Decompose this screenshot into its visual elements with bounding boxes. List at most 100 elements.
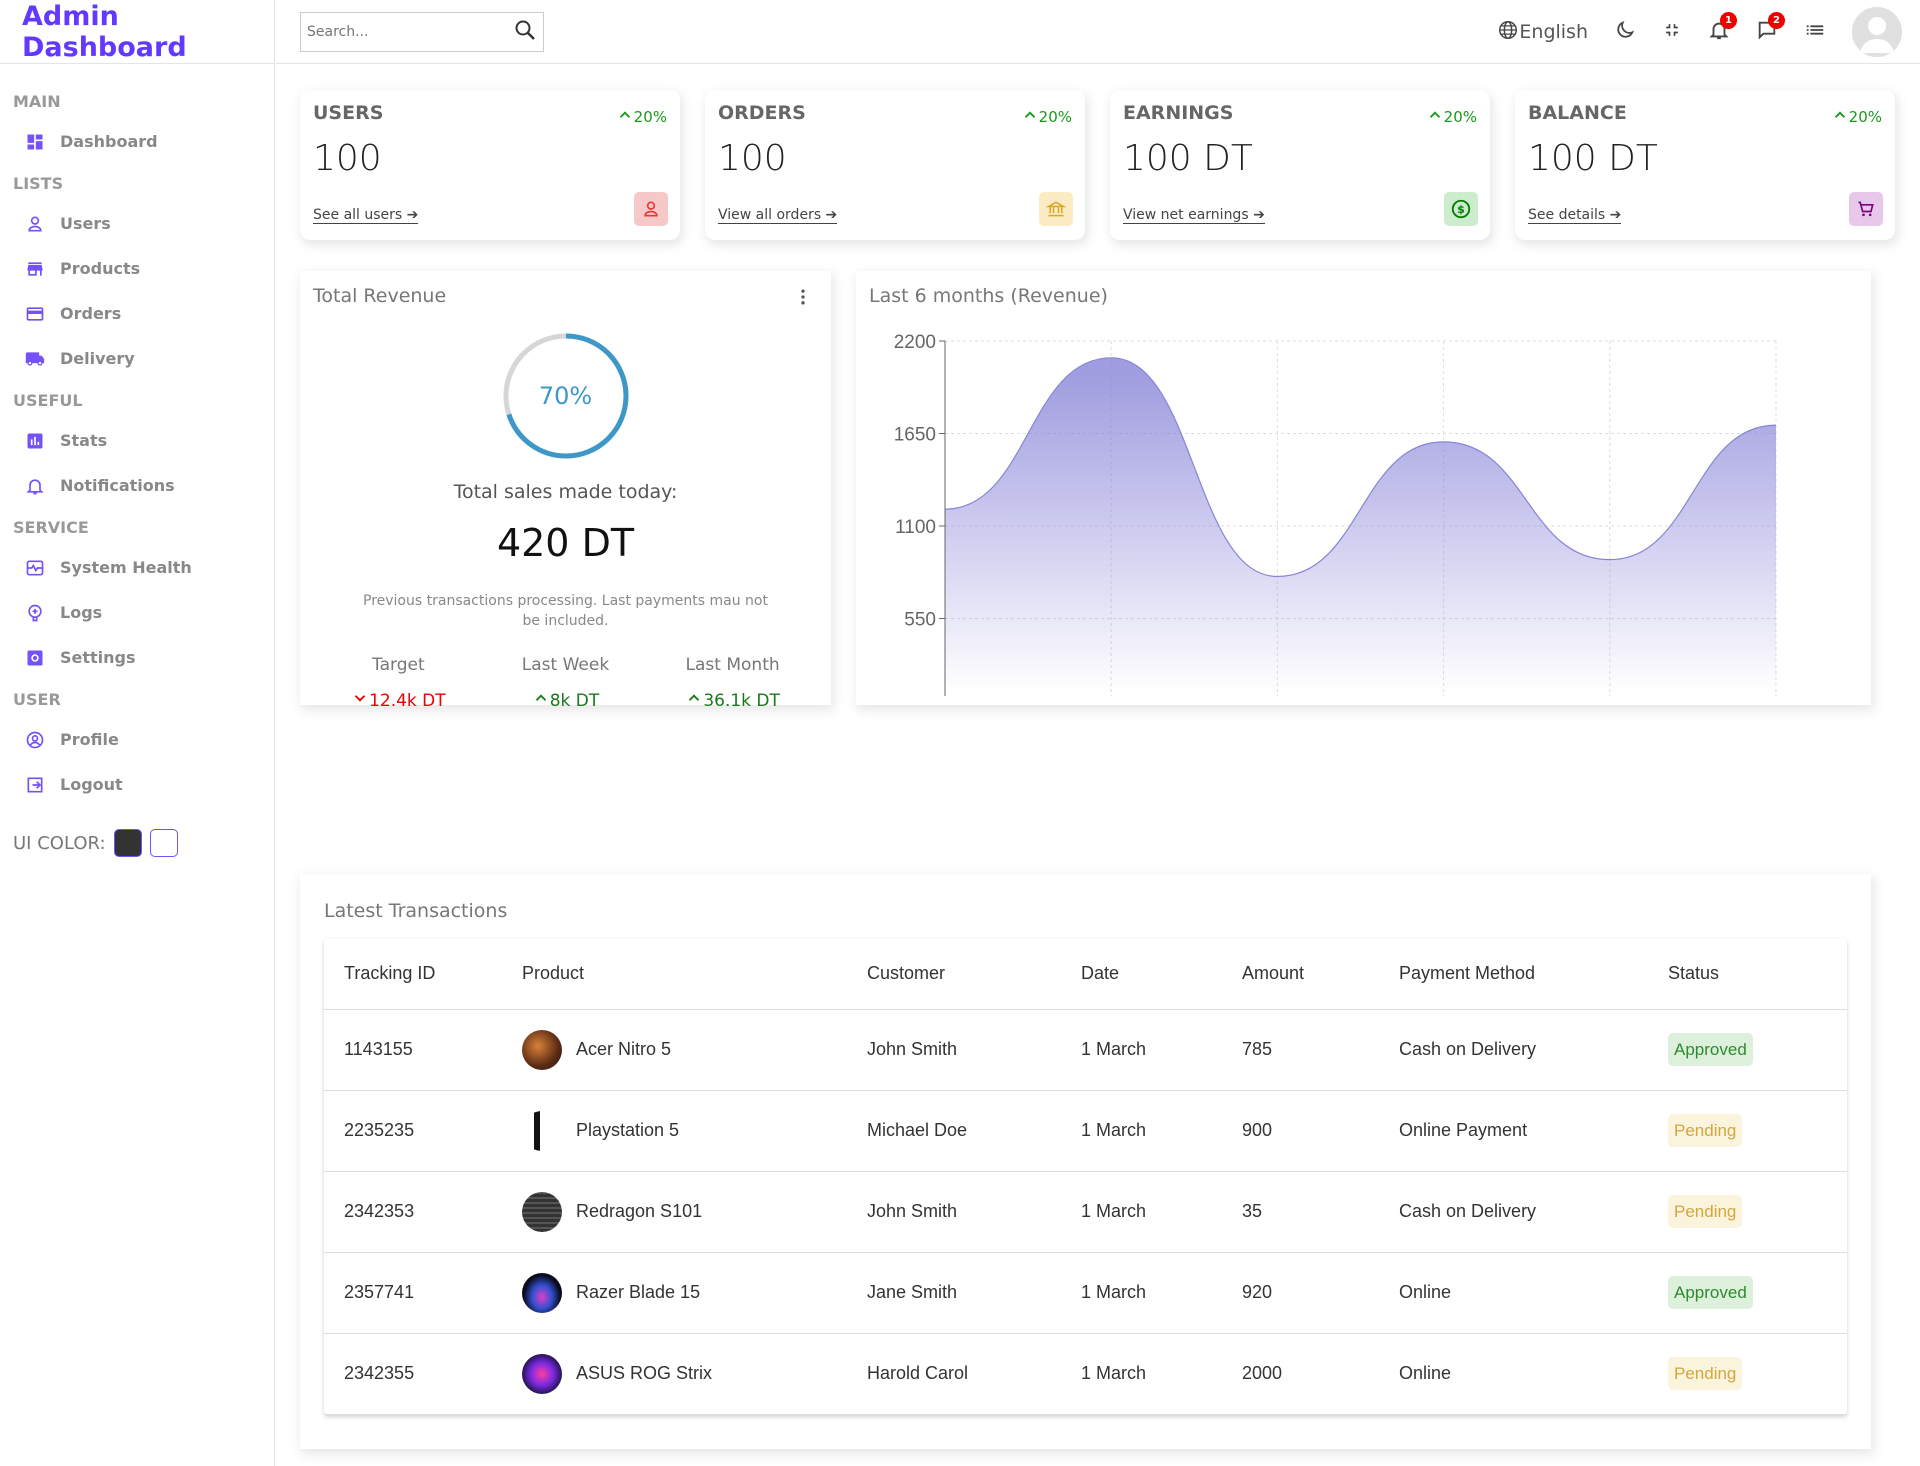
dollar-icon: $ [1444, 192, 1478, 226]
sidebar-item-label: Delivery [60, 349, 135, 368]
sidebar-item-logout[interactable]: Logout [0, 762, 274, 807]
featured-amount: 420 DT [496, 521, 635, 565]
status-badge: Pending [1668, 1114, 1743, 1147]
widget-link[interactable]: View all orders ➔ [718, 207, 838, 224]
sidebar-item-label: Logout [60, 775, 123, 794]
column-header[interactable]: Customer [867, 939, 1081, 1010]
cell-product: Redragon S101 [522, 1171, 867, 1253]
sidebar-section-service: SERVICE [13, 518, 89, 537]
sidebar-item-stats[interactable]: Stats [0, 418, 274, 463]
sidebar-item-products[interactable]: Products [0, 246, 274, 291]
area-line [944, 357, 1777, 578]
sidebar-item-label: Dashboard [60, 132, 158, 151]
chevron-up-icon [685, 689, 703, 712]
sidebar-item-label: Profile [60, 730, 119, 749]
cell-status: Pending [1668, 1333, 1847, 1415]
widget-percentage: 20% [1426, 106, 1477, 128]
widget-percentage: 20% [1831, 106, 1882, 128]
cell-tracking-id: 2235235 [324, 1090, 522, 1172]
widget-title: USERS [313, 102, 384, 124]
sidebar-item-orders[interactable]: Orders [0, 291, 274, 336]
product-image [522, 1191, 562, 1232]
chevron-up-icon [532, 689, 550, 712]
cell-payment-method: Online Payment [1399, 1090, 1668, 1172]
more-vert-icon[interactable] [793, 287, 813, 311]
color-swatch-light[interactable] [149, 829, 178, 857]
table-row[interactable]: 2342355 ASUS ROG Strix Harold Carol 1 Ma… [324, 1333, 1847, 1415]
sidebar-section-useful: USEFUL [13, 391, 83, 410]
sidebar-item-profile[interactable]: Profile [0, 717, 274, 762]
column-header[interactable]: Date [1081, 939, 1242, 1010]
summary-label: Last Month [685, 655, 780, 675]
list-button[interactable] [1804, 19, 1826, 46]
search-icon[interactable] [513, 18, 537, 46]
column-header[interactable]: Payment Method [1399, 939, 1668, 1010]
language-selector[interactable]: English [1497, 19, 1588, 46]
table-row[interactable]: 2342353 Redragon S101 John Smith 1 March… [324, 1171, 1847, 1253]
fullscreen-exit-button[interactable] [1662, 20, 1682, 45]
chart-icon [24, 430, 46, 452]
summary-value: 8k DT [522, 689, 609, 712]
app-title[interactable]: Admin Dashboard [22, 0, 187, 63]
color-swatch-dark[interactable] [113, 829, 142, 857]
bank-icon [1039, 192, 1073, 226]
sidebar-item-label: Stats [60, 431, 108, 450]
product-image [522, 1353, 562, 1394]
messages-button[interactable]: 2 [1756, 11, 1785, 46]
fullscreen-exit-icon [1662, 20, 1682, 45]
status-badge: Pending [1668, 1357, 1743, 1390]
sidebar-item-label: System Health [60, 558, 192, 577]
column-header[interactable]: Product [522, 939, 867, 1010]
column-header[interactable]: Tracking ID [324, 939, 522, 1010]
cell-tracking-id: 1143155 [324, 1009, 522, 1091]
y-tick-label: 2200 [894, 332, 936, 353]
notifications-button[interactable]: 1 [1708, 11, 1737, 46]
transactions-table-container: Tracking ID Product Customer Date Amount… [324, 939, 1847, 1415]
sidebar-item-logs[interactable]: Logs [0, 590, 274, 635]
sidebar-item-system-health[interactable]: System Health [0, 545, 274, 590]
widget-earnings: EARNINGS 20% 100 DT View net earnings ➔ … [1110, 90, 1490, 240]
cell-customer: Jane Smith [867, 1252, 1081, 1334]
widget-link[interactable]: View net earnings ➔ [1123, 207, 1265, 224]
sidebar-menu: MAIN Dashboard LISTS Users Products Orde… [0, 64, 274, 857]
cell-tracking-id: 2357741 [324, 1252, 522, 1334]
sidebar-item-users[interactable]: Users [0, 201, 274, 246]
svg-text:$: $ [1457, 203, 1465, 216]
dark-mode-toggle[interactable] [1614, 19, 1636, 46]
sidebar-item-settings[interactable]: Settings [0, 635, 274, 680]
sidebar-item-notifications[interactable]: Notifications [0, 463, 274, 508]
y-tick-label: 1650 [894, 425, 936, 446]
cell-product: Acer Nitro 5 [522, 1009, 867, 1091]
widget-count: 100 DT [1528, 138, 1658, 179]
pulse-icon [24, 557, 46, 579]
y-tick-label: 550 [904, 610, 936, 631]
widget-count: 100 DT [1123, 138, 1253, 179]
table-row[interactable]: 2235235 Playstation 5 Michael Doe 1 Marc… [324, 1090, 1847, 1172]
table-header-row: Tracking ID Product Customer Date Amount… [324, 939, 1847, 1010]
cell-date: 1 March [1081, 1252, 1242, 1334]
search-input[interactable] [307, 24, 513, 40]
avatar[interactable] [1852, 7, 1902, 57]
widget-percentage: 20% [1021, 106, 1072, 128]
summary-value: 12.4k DT [351, 689, 446, 712]
widget-link[interactable]: See details ➔ [1528, 207, 1622, 224]
table-row[interactable]: 2357741 Razer Blade 15 Jane Smith 1 Marc… [324, 1252, 1847, 1334]
summary-value: 36.1k DT [685, 689, 780, 712]
cell-status: Pending [1668, 1171, 1847, 1253]
column-header[interactable]: Status [1668, 939, 1847, 1010]
sidebar-item-dashboard[interactable]: Dashboard [0, 119, 274, 164]
widget-title: EARNINGS [1123, 102, 1234, 124]
progress-label: 70% [538, 382, 593, 410]
transactions-table: Tracking ID Product Customer Date Amount… [324, 939, 1847, 1415]
widget-link[interactable]: See all users ➔ [313, 207, 419, 224]
app-logo[interactable]: Admin Dashboard [0, 0, 274, 64]
table-row[interactable]: 1143155 Acer Nitro 5 John Smith 1 March … [324, 1009, 1847, 1091]
chevron-up-icon [1831, 106, 1849, 128]
transactions-title: Latest Transactions [324, 900, 508, 922]
widget-users: USERS 20% 100 See all users ➔ [300, 90, 680, 240]
brain-icon [24, 602, 46, 624]
cell-customer: John Smith [867, 1009, 1081, 1091]
column-header[interactable]: Amount [1242, 939, 1399, 1010]
sidebar-item-delivery[interactable]: Delivery [0, 336, 274, 381]
cell-amount: 2000 [1242, 1333, 1399, 1415]
